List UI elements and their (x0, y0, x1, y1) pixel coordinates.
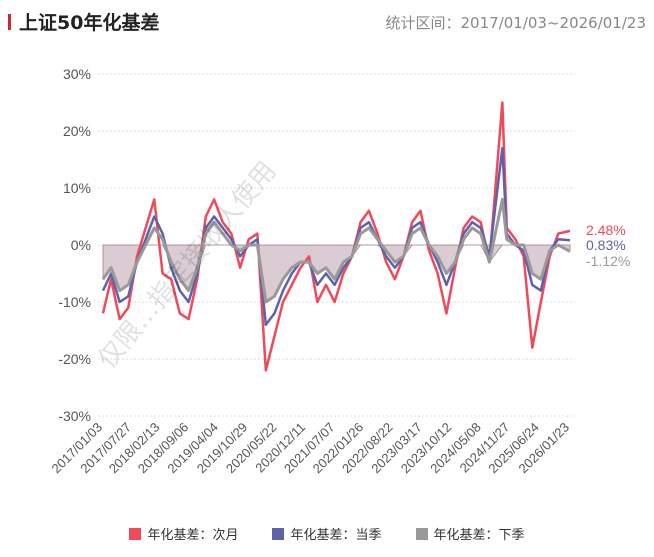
y-tick-label: -10% (58, 294, 91, 310)
series-end-label: -1.12% (586, 253, 630, 269)
y-tick-label: 30% (63, 66, 91, 82)
title-accent-bar (8, 13, 11, 30)
y-tick-label: 10% (63, 180, 91, 196)
date-range: 统计区间：2017/01/03~2026/01/23 (385, 14, 646, 32)
legend-swatch (415, 528, 428, 540)
series-line-2 (101, 197, 571, 304)
legend-item-current-quarter[interactable]: 年化基差：当季 (272, 524, 382, 543)
series-line-0 (101, 101, 571, 372)
y-tick-label: -20% (58, 351, 91, 367)
chart-title: 上证50年化基差 (8, 8, 159, 35)
y-tick-label: -30% (58, 408, 91, 424)
legend-item-next-month[interactable]: 年化基差：次月 (129, 524, 238, 543)
series-end-label: 0.83% (586, 237, 626, 253)
legend-swatch (272, 528, 285, 540)
legend: 年化基差：次月 年化基差：当季 年化基差：下季 (0, 524, 654, 543)
title-text: 上证50年化基差 (19, 12, 160, 34)
y-tick-label: 0% (71, 237, 91, 253)
legend-item-next-quarter[interactable]: 年化基差：下季 (415, 524, 525, 543)
legend-swatch (129, 528, 142, 540)
y-tick-label: 20% (63, 123, 91, 139)
series-end-label: 2.48% (586, 222, 626, 238)
